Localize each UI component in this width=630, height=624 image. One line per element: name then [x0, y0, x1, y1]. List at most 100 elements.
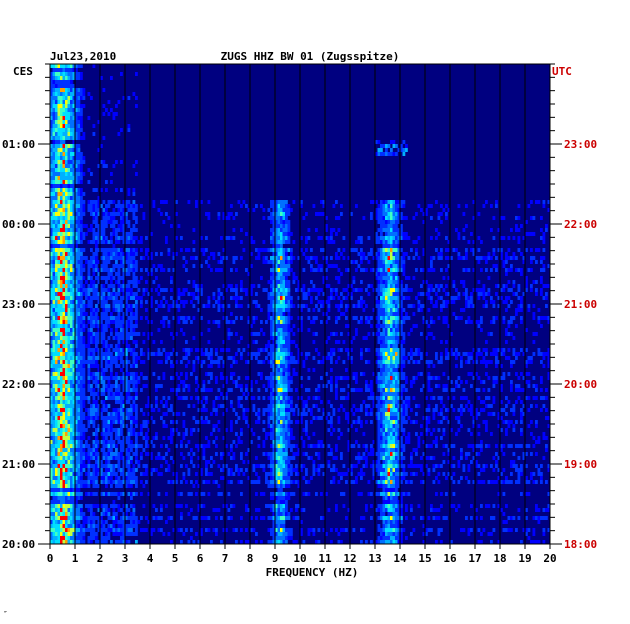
spectrogram-cell	[87, 328, 91, 332]
spectrogram-cell	[80, 296, 83, 300]
spectrogram-cell	[447, 352, 451, 356]
spectrogram-cell	[80, 152, 83, 156]
spectrogram-cell	[252, 404, 256, 408]
spectrogram-cell	[50, 404, 53, 408]
spectrogram-cell	[67, 248, 71, 252]
spectrogram-cell	[100, 380, 103, 384]
spectrogram-cell	[225, 216, 228, 220]
spectrogram-cell	[352, 316, 356, 320]
spectrogram-cell	[110, 372, 113, 376]
spectrogram-cell	[237, 304, 241, 308]
spectrogram-cell	[417, 300, 421, 304]
spectrogram-cell	[120, 72, 123, 76]
spectrogram-cell	[287, 240, 291, 244]
spectrogram-cell	[285, 256, 288, 260]
spectrogram-cell	[67, 288, 71, 292]
spectrogram-cell	[427, 268, 431, 272]
spectrogram-cell	[127, 264, 131, 268]
spectrogram-cell	[57, 328, 61, 332]
spectrogram-cell	[455, 348, 458, 352]
spectrogram-cell	[60, 288, 63, 292]
spectrogram-cell	[325, 224, 328, 228]
spectrogram-cell	[127, 400, 131, 404]
spectrogram-cell	[467, 400, 471, 404]
spectrogram-cell	[545, 292, 548, 296]
spectrogram-cell	[192, 360, 196, 364]
spectrogram-cell	[80, 364, 83, 368]
spectrogram-cell	[390, 300, 393, 304]
spectrogram-cell	[67, 188, 71, 192]
spectrogram-cell	[505, 340, 508, 344]
spectrogram-cell	[107, 320, 111, 324]
spectrogram-cell	[92, 380, 96, 384]
spectrogram-cell	[517, 384, 521, 388]
spectrogram-cell	[77, 376, 81, 380]
spectrogram-cell	[102, 104, 106, 108]
spectrogram-cell	[342, 396, 346, 400]
spectrogram-cell	[400, 376, 403, 380]
spectrogram-cell	[500, 252, 503, 256]
spectrogram-cell	[130, 232, 133, 236]
spectrogram-cell	[57, 120, 61, 124]
spectrogram-cell	[275, 340, 278, 344]
spectrogram-cell	[380, 388, 383, 392]
spectrogram-cell	[105, 252, 108, 256]
spectrogram-cell	[107, 240, 111, 244]
spectrogram-cell	[380, 212, 383, 216]
spectrogram-cell	[67, 136, 71, 140]
spectrogram-cell	[520, 348, 523, 352]
spectrogram-cell	[122, 316, 126, 320]
spectrogram-cell	[90, 364, 93, 368]
spectrogram-cell	[455, 356, 458, 360]
spectrogram-cell	[277, 288, 281, 292]
spectrogram-cell	[300, 204, 303, 208]
spectrogram-cell	[280, 224, 283, 228]
spectrogram-cell	[370, 248, 373, 252]
spectrogram-cell	[382, 240, 386, 244]
spectrogram-cell	[57, 188, 61, 192]
spectrogram-cell	[77, 136, 81, 140]
spectrogram-cell	[510, 300, 513, 304]
spectrogram-cell	[447, 356, 451, 360]
spectrogram-cell	[335, 380, 338, 384]
spectrogram-cell	[107, 100, 111, 104]
spectrogram-cell	[275, 224, 278, 228]
spectrogram-cell	[392, 336, 396, 340]
spectrogram-cell	[65, 272, 68, 276]
spectrogram-cell	[267, 292, 271, 296]
spectrogram-cell	[87, 296, 91, 300]
spectrogram-cell	[90, 288, 93, 292]
spectrogram-cell	[90, 352, 93, 356]
spectrogram-cell	[312, 256, 316, 260]
spectrogram-cell	[397, 320, 401, 324]
spectrogram-cell	[262, 240, 266, 244]
spectrogram-cell	[222, 360, 226, 364]
spectrogram-cell	[52, 212, 56, 216]
spectrogram-cell	[95, 216, 98, 220]
spectrogram-cell	[110, 256, 113, 260]
spectrogram-cell	[315, 288, 318, 292]
spectrogram-cell	[380, 152, 383, 156]
spectrogram-cell	[65, 268, 68, 272]
spectrogram-cell	[117, 412, 121, 416]
spectrogram-cell	[280, 304, 283, 308]
spectrogram-cell	[400, 256, 403, 260]
spectrogram-cell	[195, 288, 198, 292]
spectrogram-cell	[77, 188, 81, 192]
spectrogram-cell	[377, 140, 381, 144]
spectrogram-cell	[72, 368, 76, 372]
spectrogram-cell	[525, 284, 528, 288]
spectrogram-cell	[57, 284, 61, 288]
spectrogram-cell	[445, 204, 448, 208]
spectrogram-cell	[52, 228, 56, 232]
spectrogram-cell	[387, 220, 391, 224]
spectrogram-cell	[65, 168, 68, 172]
spectrogram-cell	[282, 356, 286, 360]
spectrogram-cell	[57, 192, 61, 196]
spectrogram-cell	[57, 104, 61, 108]
spectrogram-cell	[395, 144, 398, 148]
spectrogram-cell	[70, 72, 73, 76]
spectrogram-cell	[265, 256, 268, 260]
spectrogram-cell	[297, 408, 301, 412]
spectrogram-cell	[130, 304, 133, 308]
